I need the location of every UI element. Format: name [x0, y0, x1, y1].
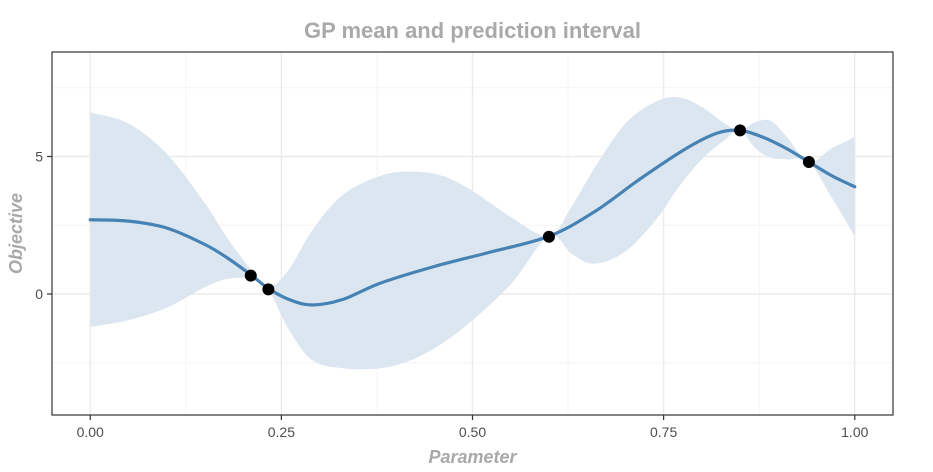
x-tick-label: 0.25: [268, 424, 295, 440]
y-tick-label: 5: [35, 149, 43, 165]
prediction-interval-band: [90, 97, 855, 370]
x-tick-label: 1.00: [841, 424, 868, 440]
x-tick-label: 0.75: [650, 424, 677, 440]
y-tick-label: 0: [35, 286, 43, 302]
y-axis-title: Objective: [6, 193, 26, 274]
observed-point: [244, 269, 257, 282]
x-tick-label: 0.00: [77, 424, 104, 440]
chart-title: GP mean and prediction interval: [304, 18, 641, 43]
observed-point: [734, 124, 747, 137]
observed-point: [542, 230, 555, 243]
x-axis-title: Parameter: [428, 447, 517, 467]
data-layer: [88, 97, 857, 370]
x-tick-label: 0.50: [459, 424, 486, 440]
observed-point: [802, 156, 815, 168]
gp-mean-line: [88, 128, 857, 307]
observed-point: [262, 283, 275, 296]
axis-layer: 0.00 0.25 0.50 0.75 1.00 0 5: [35, 149, 868, 441]
